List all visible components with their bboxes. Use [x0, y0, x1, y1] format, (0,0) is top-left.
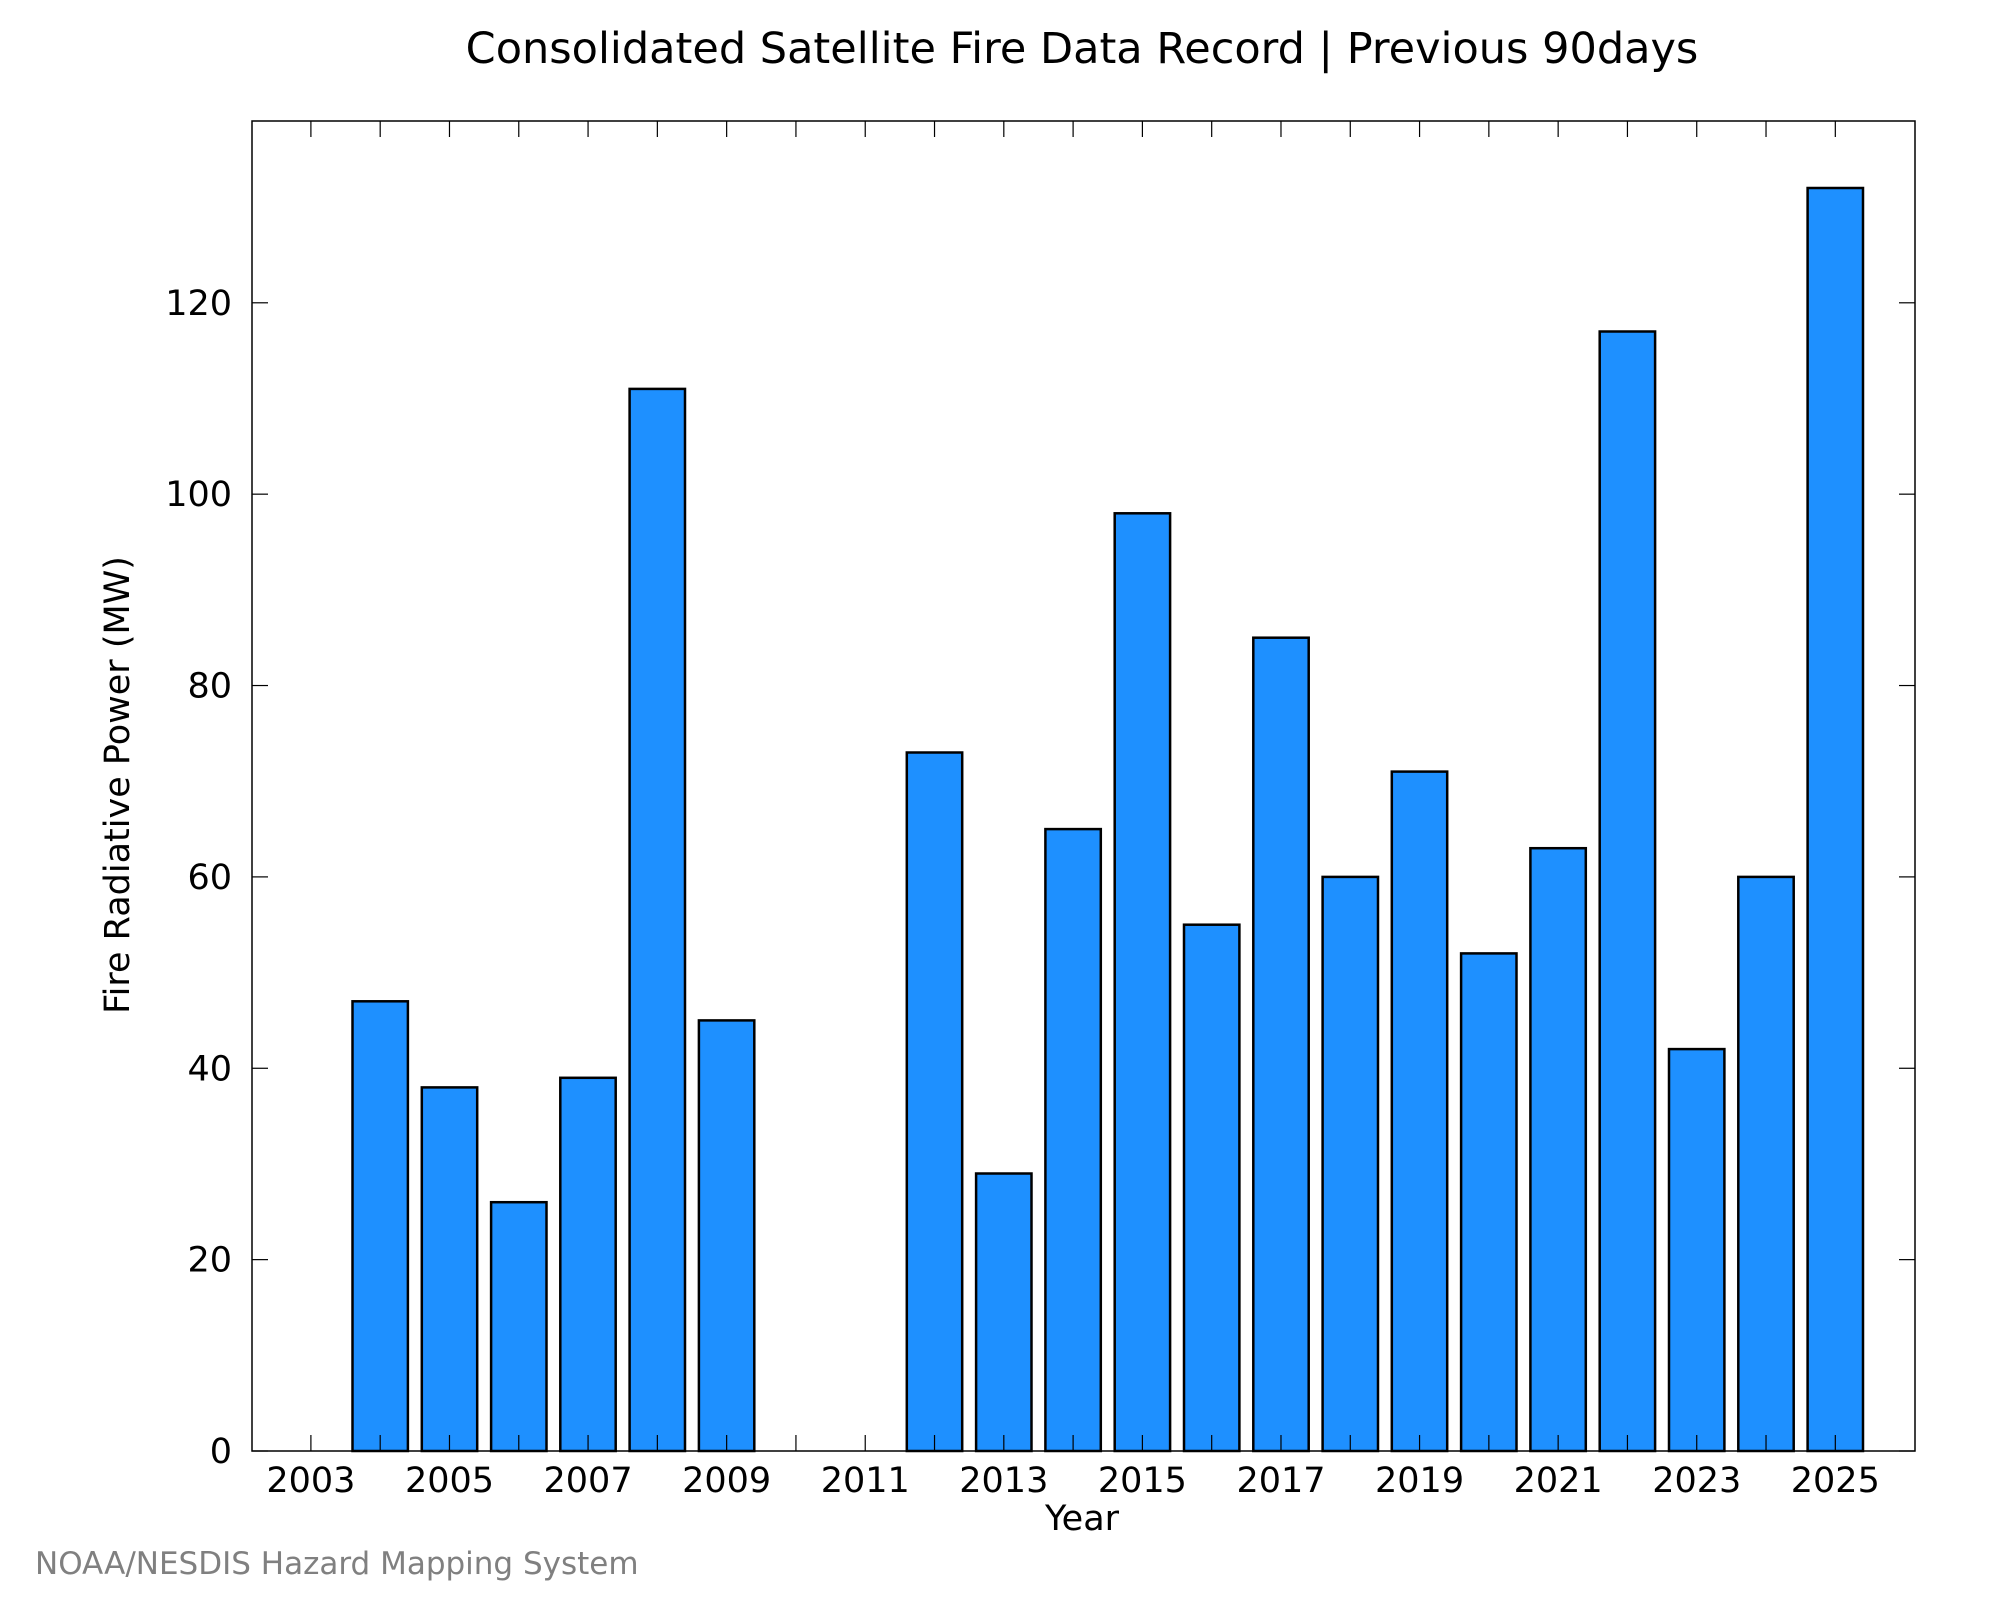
y-axis-label: Fire Radiative Power (MW) — [98, 556, 138, 1014]
y-tick-label-60: 60 — [187, 858, 232, 898]
x-tick-label-2025: 2025 — [1791, 1461, 1880, 1501]
y-tick-label-0: 0 — [210, 1432, 232, 1472]
bar-2007 — [559, 1076, 617, 1453]
x-tick-label-2005: 2005 — [405, 1461, 494, 1501]
bar-2021 — [1529, 846, 1588, 1453]
credit-text: NOAA/NESDIS Hazard Mapping System — [35, 1546, 639, 1582]
bar-2019 — [1390, 770, 1449, 1453]
bar-2023 — [1667, 1047, 1726, 1453]
x-tick-label-2017: 2017 — [1236, 1461, 1325, 1501]
y-tick-label-20: 20 — [187, 1241, 232, 1281]
x-tick-label-2019: 2019 — [1375, 1461, 1464, 1501]
bar-2018 — [1321, 875, 1380, 1453]
x-tick-labels: 2003 2005 2007 2009 2011 2013 2015 2017 2019 2021… — [266, 1461, 1879, 1501]
bar-2017 — [1252, 636, 1310, 1453]
bar-2012 — [905, 751, 964, 1453]
bar-2014 — [1044, 827, 1103, 1453]
bar-2005 — [420, 1086, 479, 1453]
x-tick-label-2003: 2003 — [266, 1461, 355, 1501]
x-tick-label-2021: 2021 — [1514, 1461, 1603, 1501]
bar-2008 — [628, 387, 687, 1453]
x-axis-label: Year — [1044, 1499, 1120, 1539]
y-tick-label-80: 80 — [187, 667, 232, 707]
x-tick-label-2007: 2007 — [544, 1461, 633, 1501]
y-tick-labels: 0 20 40 60 80 100 120 — [165, 284, 232, 1472]
x-tick-label-2011: 2011 — [821, 1461, 910, 1501]
bar-2015 — [1113, 512, 1172, 1453]
x-tick-label-2023: 2023 — [1652, 1461, 1741, 1501]
y-tick-label-100: 100 — [165, 475, 232, 515]
x-tick-label-2013: 2013 — [959, 1461, 1048, 1501]
bar-2013 — [974, 1172, 1033, 1453]
bar-2025 — [1806, 186, 1865, 1453]
bar-2016 — [1182, 923, 1241, 1453]
y-tick-label-40: 40 — [187, 1049, 232, 1089]
bar-2024 — [1737, 875, 1795, 1453]
bar-2022 — [1598, 330, 1657, 1453]
bar-2004 — [351, 1000, 410, 1453]
bars-group — [351, 186, 1865, 1453]
x-tick-label-2015: 2015 — [1098, 1461, 1187, 1501]
bar-2020 — [1459, 952, 1518, 1453]
plot-frame — [251, 120, 1916, 1452]
bar-2009 — [697, 1019, 756, 1453]
x-tick-label-2009: 2009 — [682, 1461, 771, 1501]
chart-title: Consolidated Satellite Fire Data Record … — [466, 24, 1699, 74]
y-tick-label-120: 120 — [165, 284, 232, 324]
bar-2006 — [489, 1200, 548, 1453]
